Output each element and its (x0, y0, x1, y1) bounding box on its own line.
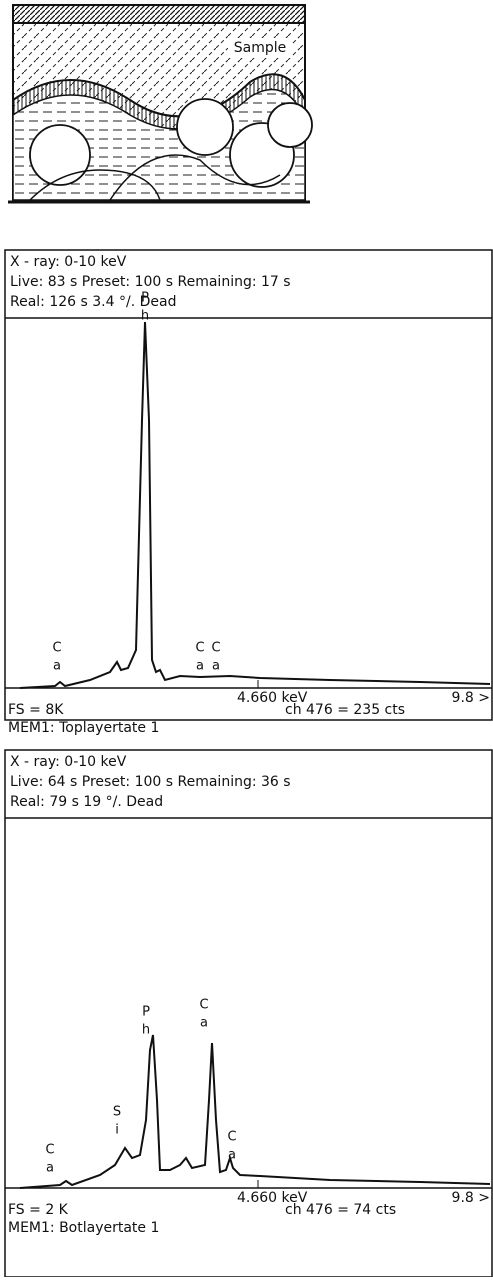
peak-label: a (46, 1161, 54, 1176)
peak-label: C (45, 1143, 54, 1158)
marker-label: 4.660 keV (237, 1190, 308, 1206)
peak-label: S (113, 1105, 121, 1120)
peak-label: i (115, 1123, 119, 1138)
peak-label: C (211, 641, 220, 656)
panel-frame (4, 249, 493, 721)
top-layer (12, 4, 306, 24)
cursor-readout: ch 476 = 74 cts (285, 1202, 396, 1218)
peak-label: a (53, 659, 61, 674)
spectrum-1 (4, 249, 493, 721)
peak-label: C (195, 641, 204, 656)
header-line: Live: 83 s Preset: 100 s Remaining: 17 s (10, 274, 291, 290)
peak-label: a (228, 1148, 236, 1163)
range-end: 9.8 > (452, 690, 490, 706)
peak-label: P (142, 1005, 150, 1020)
header-line: X - ray: 0-10 keV (10, 754, 127, 770)
peak-label: a (196, 659, 204, 674)
memory-label: MEM1: Botlayertate 1 (8, 1220, 159, 1236)
peak-label: P (141, 291, 149, 306)
memory-label: MEM1: Toplayertate 1 (8, 720, 159, 736)
header-line: Live: 64 s Preset: 100 s Remaining: 36 s (10, 774, 291, 790)
peak-label: a (212, 659, 220, 674)
spectrum-curve (19, 1034, 491, 1189)
label-bg (228, 38, 292, 58)
arc (109, 154, 281, 201)
sample-label: Sample (234, 40, 287, 56)
peak-label: C (52, 641, 61, 656)
full-scale: FS = 2 K (8, 1202, 69, 1218)
peak-label: C (227, 1130, 236, 1145)
peak-label: C (199, 998, 208, 1013)
header-line: Real: 79 s 19 °/. Dead (10, 794, 163, 810)
cursor-readout: ch 476 = 235 cts (285, 702, 405, 718)
particles (29, 98, 313, 188)
arc (29, 169, 161, 201)
diagram: Sample (8, 4, 313, 204)
full-scale: FS = 8K (8, 702, 64, 718)
spectrum-curve (19, 321, 491, 689)
peak-label: a (200, 1016, 208, 1031)
peak-label: h (141, 309, 149, 324)
peak-label: h (142, 1023, 150, 1038)
range-end: 9.8 > (452, 1190, 490, 1206)
marker-label: 4.660 keV (237, 690, 308, 706)
header-line: X - ray: 0-10 keV (10, 254, 127, 270)
header-line: Real: 126 s 3.4 °/. Dead (10, 294, 176, 310)
